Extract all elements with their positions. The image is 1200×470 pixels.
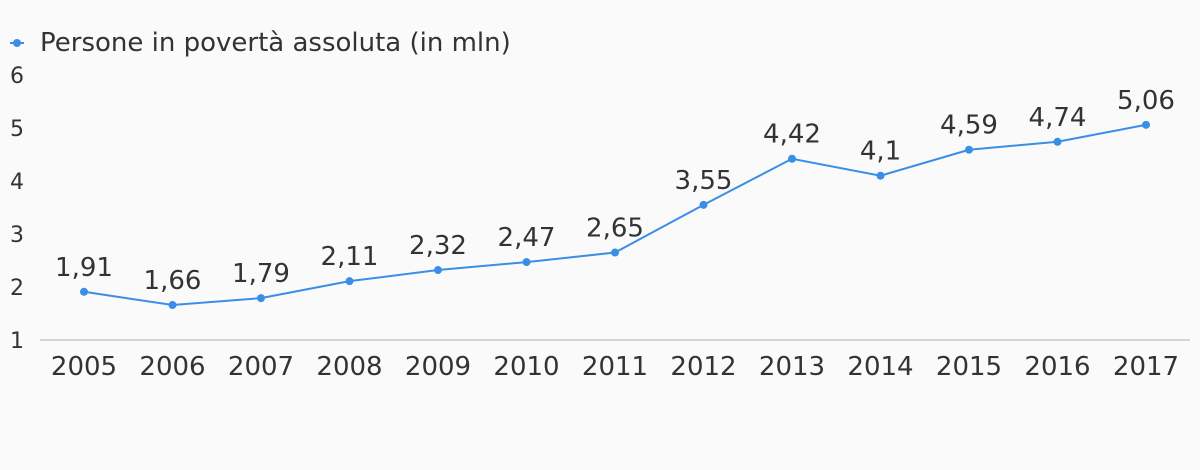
data-point (611, 248, 619, 257)
x-tick-label: 2014 (847, 352, 913, 382)
data-label: 4,59 (940, 111, 998, 141)
y-tick-label: 5 (10, 117, 24, 142)
data-label: 2,65 (586, 214, 644, 244)
legend: Persone in povertà assoluta (in mln) (10, 28, 511, 58)
y-tick-label: 3 (10, 223, 24, 248)
x-tick-label: 2011 (582, 352, 648, 382)
data-label: 1,66 (144, 266, 202, 296)
x-tick-label: 2010 (493, 352, 559, 382)
y-tick-label: 4 (10, 170, 24, 195)
data-point (699, 200, 708, 209)
data-points (80, 120, 1150, 310)
data-point (876, 171, 885, 180)
data-point (965, 145, 973, 154)
data-point (522, 258, 531, 267)
data-label: 4,74 (1029, 103, 1087, 133)
data-point (257, 294, 265, 303)
x-tick-label: 2016 (1024, 352, 1090, 382)
data-point (168, 301, 177, 310)
y-axis-ticks: 1 2 3 4 5 6 (10, 64, 24, 354)
data-label: 2,47 (498, 223, 556, 253)
data-point (345, 277, 354, 286)
x-axis-ticks: 2005 2006 2007 2008 2009 2010 2011 2012 2013 2014… (51, 352, 1179, 382)
x-tick-label: 2005 (51, 352, 117, 382)
legend-dot-marker (13, 39, 21, 47)
y-tick-label: 6 (10, 64, 24, 89)
data-label: 2,32 (409, 231, 467, 261)
x-tick-label: 2006 (139, 352, 205, 382)
x-tick-label: 2012 (670, 352, 736, 382)
data-point (1142, 120, 1150, 129)
data-point (1053, 137, 1062, 146)
data-label: 4,42 (763, 120, 821, 150)
data-labels: 1,91 1,66 1,79 2,11 2,32 2,47 2,65 3,55 4,42 4,1 4… (55, 86, 1175, 296)
x-tick-label: 2017 (1113, 352, 1179, 382)
data-point (80, 287, 88, 296)
data-label: 3,55 (675, 166, 733, 196)
data-label: 4,1 (860, 137, 901, 167)
x-tick-label: 2015 (936, 352, 1002, 382)
x-tick-label: 2008 (316, 352, 382, 382)
data-point (788, 154, 796, 163)
y-tick-label: 2 (10, 276, 24, 301)
data-label: 2,11 (321, 242, 379, 272)
x-tick-label: 2013 (759, 352, 825, 382)
y-tick-label: 1 (10, 329, 24, 354)
data-label: 1,79 (232, 259, 290, 289)
data-label: 1,91 (55, 253, 113, 283)
data-label: 5,06 (1117, 86, 1175, 116)
data-point (434, 266, 442, 275)
legend-label: Persone in povertà assoluta (in mln) (40, 28, 511, 58)
x-tick-label: 2007 (228, 352, 294, 382)
x-tick-label: 2009 (405, 352, 471, 382)
